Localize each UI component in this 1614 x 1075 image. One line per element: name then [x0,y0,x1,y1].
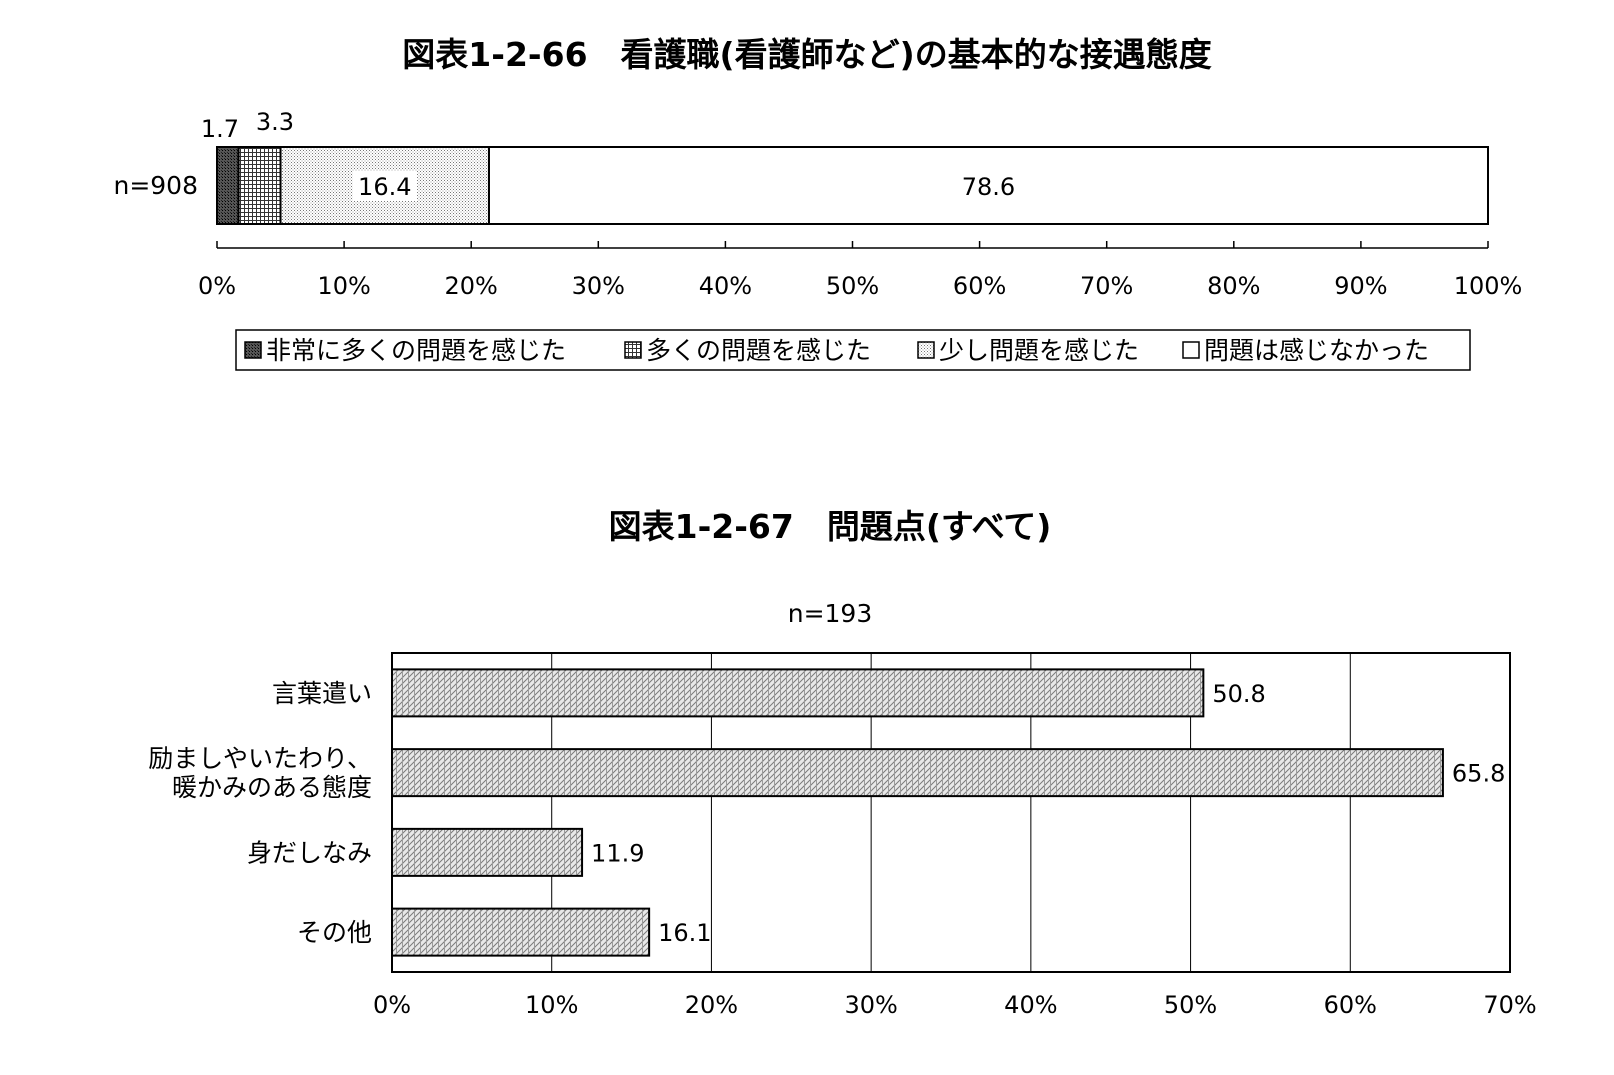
legend-box [235,329,1471,371]
tick-label: 10% [317,272,370,300]
data-label: 78.6 [962,173,1015,201]
tick-label: 70% [1483,991,1536,1019]
tick-label: 60% [1324,991,1377,1019]
category-label: 言葉遣い [272,679,372,708]
bars: 50.8 65.8 11.9 16.1 [391,668,1505,957]
tick-label: 80% [1207,272,1260,300]
tick-label: 30% [844,991,897,1019]
tick-label: 100% [1454,272,1523,300]
tick-label: 40% [1004,991,1057,1019]
tick-label: 30% [572,272,625,300]
tick-label: 20% [685,991,738,1019]
bar [391,907,651,957]
bar [391,748,1444,798]
bar-segment [237,146,282,225]
bar-chart: 図表1-2-67 問題点(すべて) n=193 50.8 65.8 11.9 16.1… [148,507,1536,1019]
legend-label: 多くの問題を感じた [646,336,871,365]
data-label: 65.8 [1452,760,1505,788]
legend-swatch [244,341,262,359]
category-label: 身だしなみ [247,838,372,867]
chart-title: 図表1-2-67 問題点(すべて) [609,507,1052,546]
category-label: 暖かみのある態度 [172,773,372,802]
legend-swatch [1182,341,1200,359]
tick-label: 0% [373,991,411,1019]
bar-segment [216,146,240,225]
tick-label: 10% [525,991,578,1019]
legend: 非常に多くの問題を感じた 多くの問題を感じた 少し問題を感じた 問題は感じなかった [235,329,1471,371]
bar-segment [487,146,1489,225]
bar [391,668,1205,718]
category-label: n=908 [113,171,198,200]
category-label: その他 [297,918,372,947]
legend-label: 非常に多くの問題を感じた [266,336,566,365]
tick-label: 20% [445,272,498,300]
bar [391,827,584,877]
tick-label: 60% [953,272,1006,300]
legend-label: 少し問題を感じた [939,336,1139,365]
x-axis: 0% 10% 20% 30% 40% 50% 60% 70% 80% 90% 100% [198,241,1522,300]
data-label: 3.3 [256,108,294,136]
category-label: 励ましやいたわり、 [148,744,372,773]
tick-label: 50% [826,272,879,300]
tick-label: 70% [1080,272,1133,300]
data-label: 1.7 [201,115,239,143]
data-label-bg [352,171,417,201]
data-label: 50.8 [1212,680,1265,708]
tick-label: 0% [198,272,236,300]
legend-swatch [624,341,642,359]
tick-label: 40% [699,272,752,300]
data-label: 16.1 [658,919,711,947]
x-axis: 0% 10% 20% 30% 40% 50% 60% 70% [373,991,1537,1019]
chart-subtitle: n=193 [788,599,873,628]
data-label: 16.4 [358,173,411,201]
legend-label: 問題は感じなかった [1204,336,1429,365]
data-label: 11.9 [591,839,644,867]
tick-label: 90% [1334,272,1387,300]
chart-title: 図表1-2-66 看護職(看護師など)の基本的な接遇態度 [402,35,1211,74]
tick-label: 50% [1164,991,1217,1019]
legend-swatch [917,341,935,359]
